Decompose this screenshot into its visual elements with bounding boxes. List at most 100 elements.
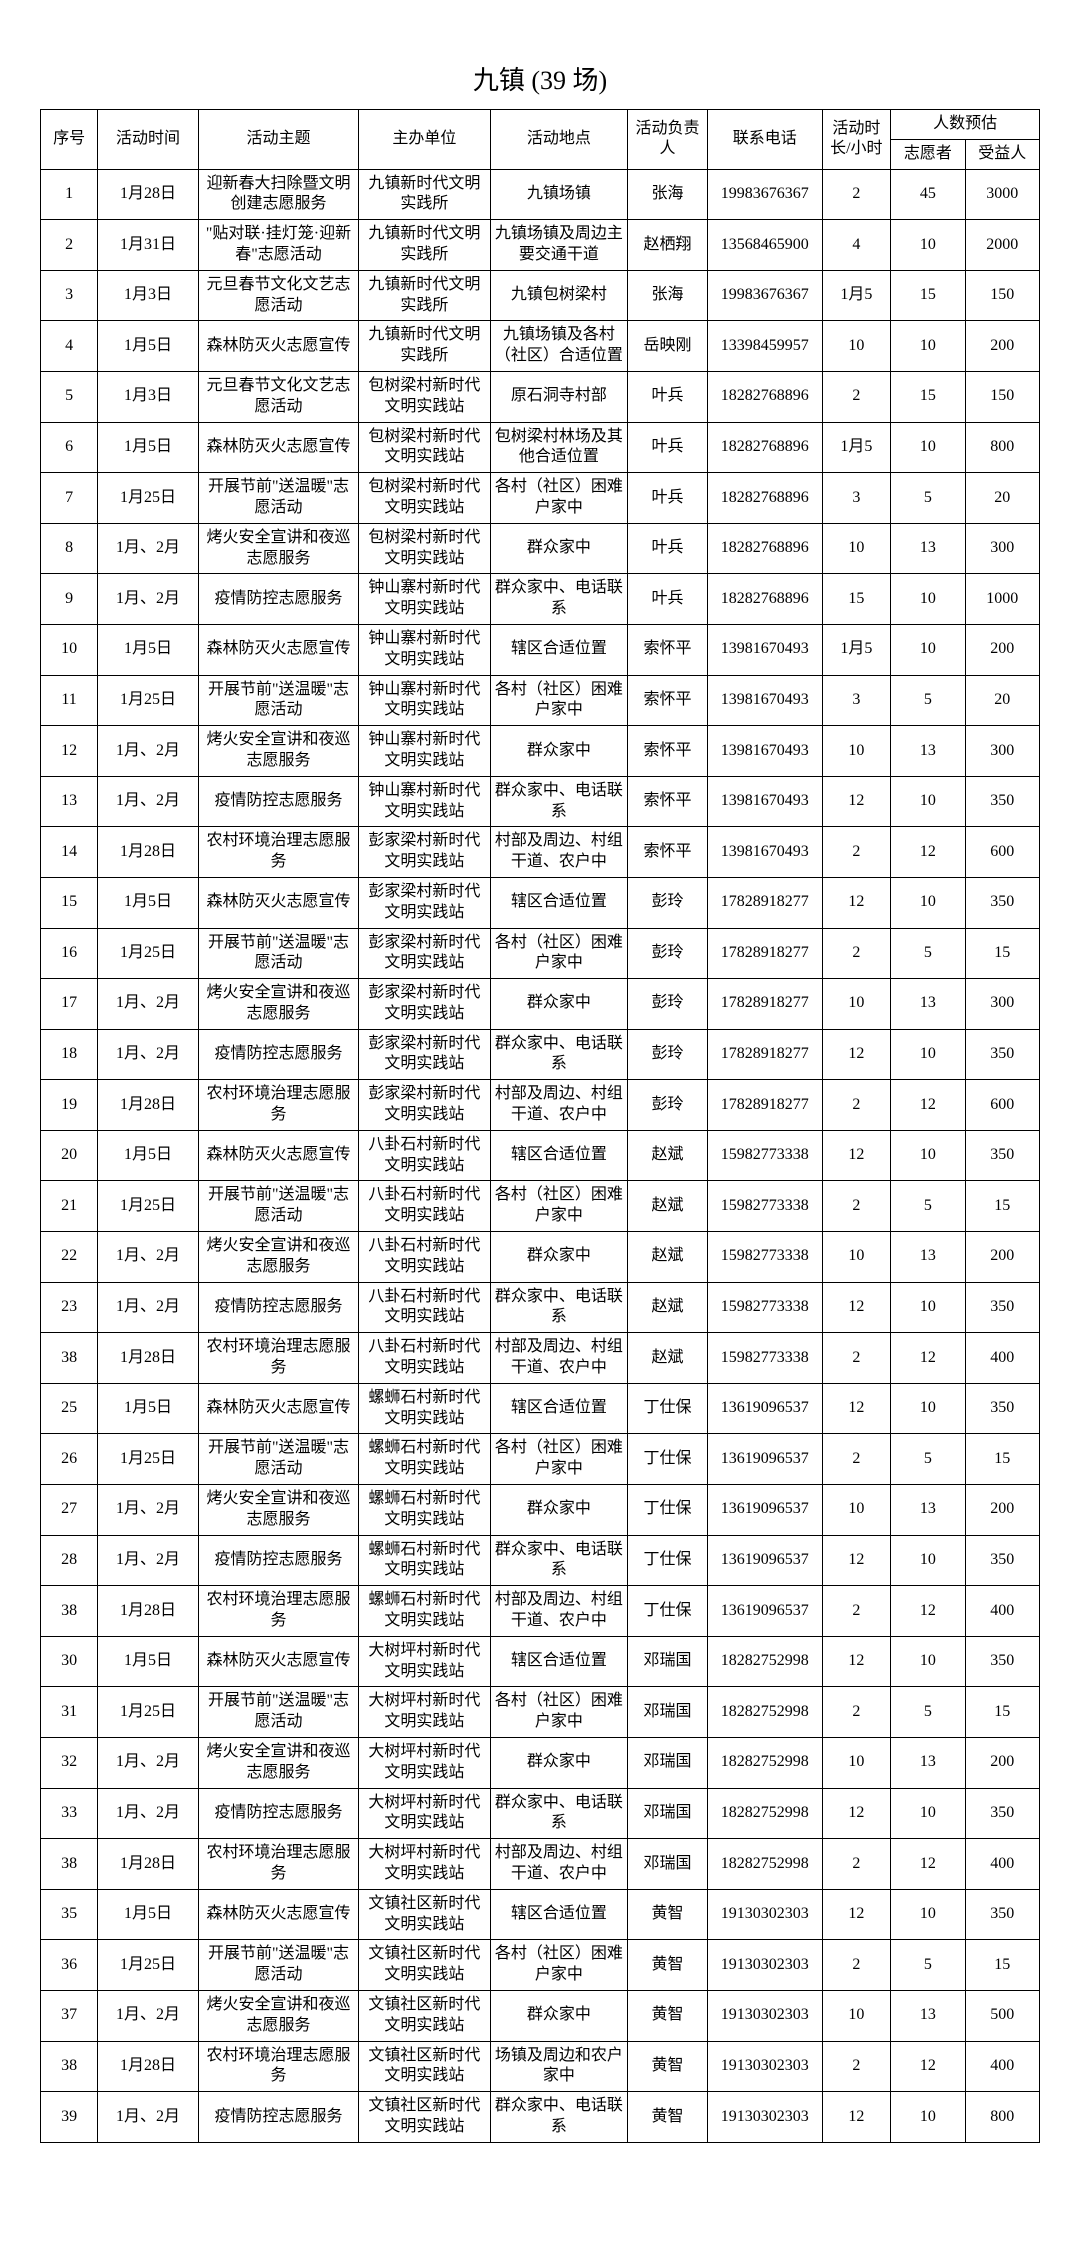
cell-person: 叶兵 (628, 574, 708, 625)
cell-duration: 2 (822, 1839, 891, 1890)
cell-org: 钟山寨村新时代文明实践站 (359, 726, 491, 777)
cell-loc: 村部及周边、村组干道、农户中 (490, 1586, 627, 1637)
cell-org: 九镇新时代文明实践所 (359, 220, 491, 271)
cell-vol: 10 (891, 1282, 965, 1333)
cell-date: 1月、2月 (98, 1990, 199, 2041)
table-row: 321月、2月烤火安全宣讲和夜巡志愿服务大树坪村新时代文明实践站群众家中邓瑞国1… (41, 1738, 1040, 1789)
cell-loc: 辖区合适位置 (490, 1889, 627, 1940)
header-phone: 联系电话 (708, 110, 822, 170)
cell-duration: 12 (822, 1383, 891, 1434)
table-row: 131月、2月疫情防控志愿服务钟山寨村新时代文明实践站群众家中、电话联系索怀平1… (41, 776, 1040, 827)
cell-topic: 疫情防控志愿服务 (198, 1029, 358, 1080)
cell-ben: 400 (965, 2041, 1039, 2092)
cell-seq: 23 (41, 1282, 98, 1333)
cell-ben: 200 (965, 1232, 1039, 1283)
cell-loc: 群众家中、电话联系 (490, 1535, 627, 1586)
cell-phone: 18282768896 (708, 371, 822, 422)
cell-person: 索怀平 (628, 675, 708, 726)
cell-loc: 各村（社区）困难户家中 (490, 1181, 627, 1232)
cell-topic: 开展节前"送温暖"志愿活动 (198, 473, 358, 524)
cell-seq: 31 (41, 1687, 98, 1738)
cell-seq: 26 (41, 1434, 98, 1485)
cell-org: 包树梁村新时代文明实践站 (359, 523, 491, 574)
cell-org: 八卦石村新时代文明实践站 (359, 1181, 491, 1232)
cell-seq: 14 (41, 827, 98, 878)
cell-vol: 10 (891, 1029, 965, 1080)
cell-topic: 烤火安全宣讲和夜巡志愿服务 (198, 1738, 358, 1789)
cell-phone: 13619096537 (708, 1485, 822, 1536)
cell-seq: 4 (41, 321, 98, 372)
table-row: 91月、2月疫情防控志愿服务钟山寨村新时代文明实践站群众家中、电话联系叶兵182… (41, 574, 1040, 625)
cell-phone: 18282752998 (708, 1738, 822, 1789)
cell-duration: 10 (822, 979, 891, 1030)
cell-loc: 辖区合适位置 (490, 624, 627, 675)
cell-loc: 群众家中、电话联系 (490, 1788, 627, 1839)
cell-ben: 300 (965, 979, 1039, 1030)
cell-loc: 各村（社区）困难户家中 (490, 473, 627, 524)
cell-date: 1月5日 (98, 877, 199, 928)
cell-person: 叶兵 (628, 473, 708, 524)
cell-phone: 18282752998 (708, 1788, 822, 1839)
cell-duration: 2 (822, 169, 891, 220)
cell-person: 彭玲 (628, 1080, 708, 1131)
cell-duration: 2 (822, 827, 891, 878)
cell-loc: 九镇场镇及各村（社区）合适位置 (490, 321, 627, 372)
cell-duration: 1月5 (822, 422, 891, 473)
cell-topic: 开展节前"送温暖"志愿活动 (198, 1687, 358, 1738)
cell-topic: 疫情防控志愿服务 (198, 1535, 358, 1586)
cell-topic: 迎新春大扫除暨文明创建志愿服务 (198, 169, 358, 220)
cell-loc: 群众家中、电话联系 (490, 574, 627, 625)
cell-phone: 17828918277 (708, 928, 822, 979)
cell-ben: 200 (965, 624, 1039, 675)
cell-org: 大树坪村新时代文明实践站 (359, 1738, 491, 1789)
cell-loc: 群众家中 (490, 979, 627, 1030)
cell-date: 1月、2月 (98, 523, 199, 574)
cell-date: 1月5日 (98, 1383, 199, 1434)
cell-person: 黄智 (628, 2041, 708, 2092)
cell-seq: 3 (41, 270, 98, 321)
cell-person: 丁仕保 (628, 1535, 708, 1586)
cell-org: 包树梁村新时代文明实践站 (359, 422, 491, 473)
cell-duration: 2 (822, 371, 891, 422)
cell-seq: 22 (41, 1232, 98, 1283)
cell-vol: 5 (891, 1181, 965, 1232)
cell-seq: 18 (41, 1029, 98, 1080)
cell-phone: 18282752998 (708, 1636, 822, 1687)
cell-ben: 800 (965, 422, 1039, 473)
table-row: 381月28日农村环境治理志愿服务螺蛳石村新时代文明实践站村部及周边、村组干道、… (41, 1586, 1040, 1637)
cell-person: 丁仕保 (628, 1485, 708, 1536)
cell-org: 彭家梁村新时代文明实践站 (359, 877, 491, 928)
cell-date: 1月、2月 (98, 1485, 199, 1536)
cell-topic: 森林防灭火志愿宣传 (198, 422, 358, 473)
cell-loc: 包树梁村林场及其他合适位置 (490, 422, 627, 473)
table-row: 61月5日森林防灭火志愿宣传包树梁村新时代文明实践站包树梁村林场及其他合适位置叶… (41, 422, 1040, 473)
cell-topic: 森林防灭火志愿宣传 (198, 877, 358, 928)
cell-seq: 38 (41, 1586, 98, 1637)
cell-topic: 森林防灭火志愿宣传 (198, 1889, 358, 1940)
cell-date: 1月5日 (98, 1130, 199, 1181)
cell-seq: 37 (41, 1990, 98, 2041)
cell-loc: 群众家中、电话联系 (490, 776, 627, 827)
cell-org: 文镇社区新时代文明实践站 (359, 1889, 491, 1940)
cell-topic: 疫情防控志愿服务 (198, 2092, 358, 2143)
cell-date: 1月5日 (98, 321, 199, 372)
cell-vol: 10 (891, 776, 965, 827)
cell-phone: 19130302303 (708, 1889, 822, 1940)
table-row: 111月25日开展节前"送温暖"志愿活动钟山寨村新时代文明实践站各村（社区）困难… (41, 675, 1040, 726)
cell-date: 1月25日 (98, 1940, 199, 1991)
cell-seq: 19 (41, 1080, 98, 1131)
cell-date: 1月25日 (98, 928, 199, 979)
activity-table: 序号 活动时间 活动主题 主办单位 活动地点 活动负责人 联系电话 活动时长/小… (40, 109, 1040, 2143)
cell-phone: 13619096537 (708, 1586, 822, 1637)
cell-org: 八卦石村新时代文明实践站 (359, 1282, 491, 1333)
cell-seq: 1 (41, 169, 98, 220)
table-row: 221月、2月烤火安全宣讲和夜巡志愿服务八卦石村新时代文明实践站群众家中赵斌15… (41, 1232, 1040, 1283)
cell-duration: 12 (822, 1636, 891, 1687)
cell-seq: 21 (41, 1181, 98, 1232)
cell-seq: 13 (41, 776, 98, 827)
cell-duration: 3 (822, 473, 891, 524)
cell-phone: 13619096537 (708, 1383, 822, 1434)
cell-loc: 辖区合适位置 (490, 1636, 627, 1687)
cell-person: 索怀平 (628, 624, 708, 675)
cell-phone: 13398459957 (708, 321, 822, 372)
